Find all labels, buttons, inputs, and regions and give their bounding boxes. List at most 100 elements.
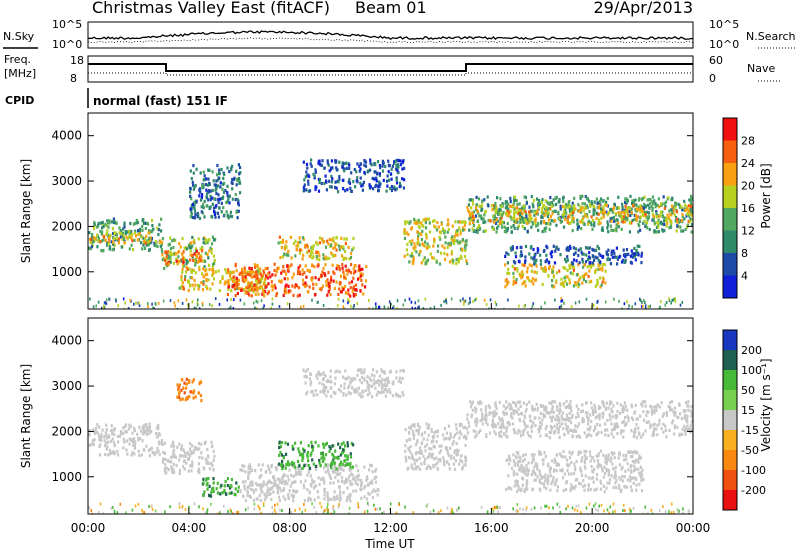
region-6-cell <box>414 452 417 456</box>
region-4-cell <box>291 460 294 465</box>
noise-sky-label: N.Sky <box>3 30 35 43</box>
region-6-cell <box>408 437 411 441</box>
region-10-cell <box>683 199 686 203</box>
region-7-cell <box>586 418 590 422</box>
region-5-cell <box>246 283 249 287</box>
region-10-cell <box>621 202 624 206</box>
region-8-cell <box>368 183 371 187</box>
region-2-cell <box>161 237 164 241</box>
region-5-cell <box>389 391 392 395</box>
region-6-cell <box>342 287 345 292</box>
region-3-cell <box>176 262 179 266</box>
region-8-cell <box>389 186 392 190</box>
region-10-cell <box>673 213 676 217</box>
region-5-cell <box>258 271 261 275</box>
region-6-cell <box>282 265 285 269</box>
region-0-cell <box>100 232 103 236</box>
region-10-cell <box>683 203 687 207</box>
region-1-cell <box>122 234 125 238</box>
scatter-cell <box>134 504 137 508</box>
region-10-cell <box>655 210 658 214</box>
scatter-cell <box>274 503 276 507</box>
region-13-cell <box>599 253 602 258</box>
region-5-cell <box>399 380 403 384</box>
region-8-cell <box>370 163 373 167</box>
region-7-cell <box>525 407 528 411</box>
region-0-cell <box>143 423 146 427</box>
freq-tick-top: 18 <box>70 54 84 67</box>
region-10-cell <box>615 229 618 233</box>
region-11-cell <box>635 218 638 222</box>
region-10-cell <box>644 215 648 219</box>
region-12-cell <box>562 265 565 270</box>
region-4-cell <box>278 446 281 450</box>
region-6-cell <box>229 274 232 278</box>
region-11-cell <box>674 206 677 210</box>
region-12-cell <box>596 281 599 285</box>
region-1-cell <box>200 451 203 455</box>
region-11-cell <box>579 208 583 212</box>
region-11-cell <box>685 207 689 211</box>
region-11-cell <box>651 212 654 216</box>
region-7-cell <box>485 412 488 416</box>
scatter-cell <box>173 301 176 305</box>
region-9-cell <box>428 245 431 249</box>
region-8-cell <box>403 178 406 182</box>
region-12-cell <box>512 279 515 283</box>
region-0-cell <box>158 433 161 437</box>
scatter-cell <box>286 302 289 306</box>
region-3-cell <box>164 250 167 254</box>
region-5-cell <box>374 386 377 390</box>
region-10-cell <box>549 222 552 226</box>
region-6-cell <box>448 467 451 471</box>
region-3-cell <box>241 480 244 484</box>
region-0-cell <box>96 431 99 435</box>
region-9-cell <box>415 250 418 254</box>
region-5-cell <box>200 281 203 285</box>
scatter-cell <box>519 507 521 511</box>
region-11-cell <box>470 206 473 210</box>
region-6-cell <box>226 292 229 297</box>
region-9-cell <box>453 238 456 242</box>
region-6-cell <box>438 451 441 455</box>
region-11-cell <box>688 214 691 218</box>
region-7-cell <box>690 414 693 418</box>
region-11-cell <box>665 219 668 223</box>
region-10-cell <box>513 210 516 214</box>
region-12-cell <box>574 281 577 285</box>
region-11-cell <box>629 207 632 211</box>
region-7-cell <box>289 235 292 239</box>
region-9-cell <box>433 224 436 228</box>
scatter-cell <box>111 506 114 509</box>
region-1-cell <box>136 238 139 242</box>
region-1-cell <box>112 237 116 241</box>
region-0-cell <box>113 219 116 223</box>
region-4-cell <box>205 204 208 208</box>
region-9-cell <box>417 234 420 238</box>
region-11-cell <box>519 217 522 222</box>
region-9-cell <box>424 221 427 225</box>
region-7-cell <box>673 406 676 410</box>
region-10-cell <box>573 196 576 200</box>
region-10-cell <box>528 205 531 209</box>
region-5-cell <box>378 383 381 387</box>
region-11-cell <box>623 212 626 216</box>
region-6-cell <box>326 293 329 297</box>
region-10-cell <box>504 202 507 206</box>
region-4-cell <box>339 460 343 464</box>
region-13-cell <box>610 252 613 256</box>
scatter-cell <box>664 303 667 307</box>
region-6-cell <box>432 444 435 448</box>
region-11-cell <box>581 218 584 222</box>
region-5-cell <box>302 368 305 372</box>
region-10-cell <box>526 218 529 222</box>
region-0-cell <box>99 229 102 233</box>
region-7-cell <box>577 422 581 426</box>
region-8-cell <box>307 189 310 193</box>
region-11-cell <box>624 204 627 208</box>
region-6-cell <box>415 458 419 462</box>
scatter-cell <box>580 511 582 514</box>
region-7-cell <box>342 247 345 251</box>
region-4-cell <box>347 463 350 467</box>
region-3-cell <box>244 470 247 474</box>
